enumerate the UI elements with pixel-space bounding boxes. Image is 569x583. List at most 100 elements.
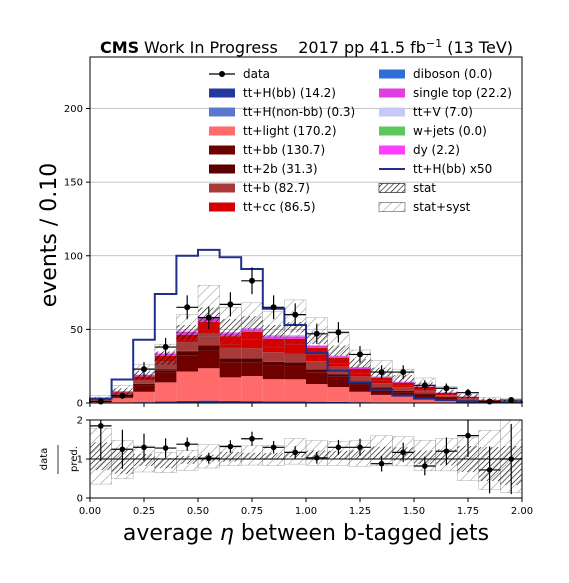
legend-stat-swatch xyxy=(378,183,406,193)
legend-label: tt+H(bb) x50 xyxy=(413,162,492,176)
ratio-stat-band xyxy=(370,446,393,460)
stat-band xyxy=(154,351,177,365)
stack-bar xyxy=(284,362,306,367)
data-point xyxy=(392,365,414,379)
data-marker xyxy=(205,314,212,321)
ratio-stat-band xyxy=(176,455,198,464)
stack-bar xyxy=(327,376,350,388)
legend-entry: data xyxy=(209,67,270,81)
stat-band xyxy=(219,319,242,337)
legend-swatch xyxy=(209,183,235,193)
stack-bar xyxy=(284,366,306,380)
legend-entry: tt+light (170.2) xyxy=(209,124,337,138)
ratio-marker xyxy=(98,423,104,429)
stack-bar xyxy=(327,401,350,403)
stack-bar xyxy=(262,401,285,403)
ratio-point xyxy=(154,438,177,458)
stack-bar xyxy=(414,390,436,394)
data-point xyxy=(306,323,328,344)
stack-bar xyxy=(111,398,134,403)
x-tick-label: 0.50 xyxy=(187,506,209,517)
y-axis-label: events / 0.10 xyxy=(37,163,62,308)
y-tick-label: 100 xyxy=(64,251,83,262)
ratio-stat-band xyxy=(327,450,350,460)
x-tick-label: 2.00 xyxy=(511,506,533,517)
ratio-point xyxy=(133,433,155,461)
stat-band xyxy=(284,322,306,333)
legend-swatch xyxy=(209,202,235,212)
lumi-label: 2017 pp 41.5 fb−1 (13 TeV) xyxy=(298,37,513,57)
main-x-ticks xyxy=(89,403,523,407)
stack-bar xyxy=(414,394,436,399)
x-axis-label: average η between b-tagged jets xyxy=(123,521,489,546)
ratio-point xyxy=(198,452,220,464)
stack-bar xyxy=(219,358,242,363)
stack-bar xyxy=(306,401,328,403)
ratio-marker xyxy=(335,444,342,451)
legend-label: stat xyxy=(413,181,436,195)
legend-entry: stat xyxy=(378,181,436,195)
stack-bar xyxy=(370,394,393,403)
y-tick-label: 50 xyxy=(70,325,83,336)
stack-bar xyxy=(262,361,285,366)
ratio-point xyxy=(457,420,479,458)
data-point xyxy=(133,362,155,377)
legend-entry: tt+H(bb) x50 xyxy=(379,162,492,176)
stack-bar xyxy=(154,382,177,402)
data-point xyxy=(500,397,522,404)
ratio-point xyxy=(327,439,350,455)
stack-bar xyxy=(284,353,306,363)
y-tick-label: 0 xyxy=(77,399,83,410)
stack-bar xyxy=(219,362,242,378)
legend-entry: tt+cc (86.5) xyxy=(209,200,316,214)
legend-entry: tt+b (82.7) xyxy=(209,181,310,195)
legend-label: tt+H(bb) (14.2) xyxy=(243,86,336,100)
stack-bar xyxy=(370,389,393,395)
y-tick-label: 150 xyxy=(64,178,83,189)
legend-entry: tt+H(bb) (14.2) xyxy=(209,86,336,100)
stack-bar xyxy=(133,385,155,392)
ratio-point xyxy=(370,455,393,472)
data-point xyxy=(198,306,220,329)
stack-bar xyxy=(414,393,436,395)
ratio-marker xyxy=(378,460,385,467)
ratio-points xyxy=(90,420,522,495)
main-y-ticks: 0 50 100 150 200 xyxy=(64,104,90,410)
stack-bar xyxy=(133,383,155,386)
legend-label: tt+light (170.2) xyxy=(243,124,337,138)
ratio-y-tick-label: 1 xyxy=(77,455,83,466)
ratio-point xyxy=(90,420,112,461)
ratio-marker xyxy=(270,444,277,451)
stack-bar xyxy=(306,372,328,385)
ratio-y-tick-label: 2 xyxy=(77,416,83,427)
data-marker xyxy=(378,369,385,376)
data-marker xyxy=(357,351,363,358)
data-point xyxy=(262,295,285,320)
stack-bar xyxy=(349,376,371,383)
data-point xyxy=(154,337,177,357)
stack-bar xyxy=(241,362,263,377)
ratio-point xyxy=(435,437,458,465)
stack-bar xyxy=(284,401,306,403)
stack-bar xyxy=(262,365,285,380)
stack-bar xyxy=(392,387,414,391)
ratio-point xyxy=(306,451,328,464)
ratio-marker xyxy=(443,448,450,455)
legend-swatch xyxy=(379,107,405,117)
ratio-point xyxy=(176,437,198,451)
ratio-marker xyxy=(314,455,320,461)
legend-label: tt+bb (130.7) xyxy=(243,143,325,157)
legend-label: dy (2.2) xyxy=(413,143,460,157)
legend-entry: single top (22.2) xyxy=(379,86,512,100)
stack-bar xyxy=(327,374,350,377)
stack-bar xyxy=(198,345,220,351)
legend-label: tt+H(non-bb) (0.3) xyxy=(243,105,355,119)
ratio-stat-band xyxy=(219,451,242,462)
ratio-y-ticks: 0 1 2 xyxy=(77,416,90,505)
stack-bar xyxy=(154,401,177,403)
legend-label: diboson (0.0) xyxy=(413,67,492,81)
stack-bar xyxy=(241,348,263,359)
legend: data tt+H(bb) (14.2) tt+H(non-bb) (0.3) tt+… xyxy=(209,67,512,214)
legend-label: tt+cc (86.5) xyxy=(243,200,316,214)
ratio-marker xyxy=(141,444,147,451)
